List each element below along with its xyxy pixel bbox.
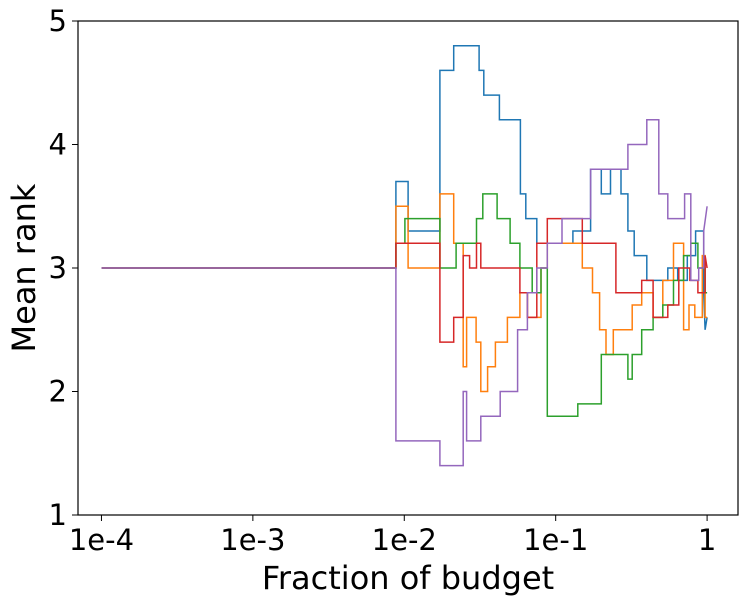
x-tick-label: 1e-3 [220, 523, 285, 557]
y-tick-label: 2 [49, 375, 67, 409]
x-axis-ticks: 1e-4 1e-3 1e-2 1e-1 1 [69, 515, 716, 557]
y-axis-label: Mean rank [5, 183, 43, 352]
y-tick-label: 3 [49, 251, 67, 285]
series-lines [101, 44, 708, 467]
y-tick-label: 1 [49, 498, 67, 532]
x-tick-label: 1 [698, 523, 716, 557]
y-tick-label: 5 [49, 4, 67, 38]
series-line-2 [101, 193, 708, 393]
series-line-3 [101, 193, 708, 417]
x-tick-label: 1e-4 [69, 523, 134, 557]
y-tick-label: 4 [49, 128, 67, 162]
series-line-4 [101, 217, 708, 343]
y-axis-ticks: 1 2 3 4 5 [49, 4, 78, 532]
x-axis-label: Fraction of budget [262, 559, 554, 597]
x-tick-label: 1e-1 [523, 523, 588, 557]
x-tick-label: 1e-2 [372, 523, 437, 557]
series-line-5 [101, 119, 708, 467]
